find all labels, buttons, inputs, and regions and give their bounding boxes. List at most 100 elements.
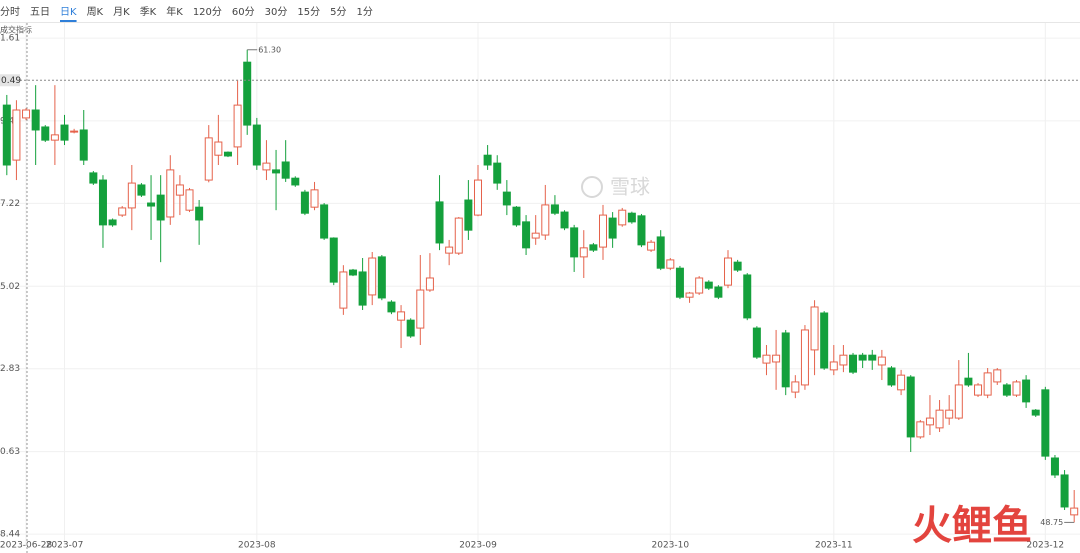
candle-body [647, 241, 656, 251]
toolbar-tab[interactable]: 30分 [265, 6, 288, 18]
candle-body [637, 215, 646, 246]
candle-body [243, 61, 252, 126]
candle-body [1060, 474, 1069, 508]
candle-body [974, 384, 983, 396]
toolbar-tab[interactable]: 月K [113, 6, 130, 18]
toolbar-tab[interactable]: 15分 [297, 6, 320, 18]
candle-body [425, 277, 434, 291]
candle-body [618, 209, 627, 226]
toolbar-tab[interactable]: 120分 [193, 6, 222, 18]
toolbar-tab[interactable]: 分时 [0, 6, 20, 18]
y-tick-label: 2.83 [0, 364, 20, 374]
candle-body [41, 126, 50, 141]
candle-body [925, 417, 934, 426]
candle-body [579, 247, 588, 258]
candle-body [50, 134, 59, 141]
candle-body [897, 374, 906, 391]
y-tick-label: 5.02 [0, 282, 20, 292]
candle-body [627, 212, 636, 223]
candle-body [599, 214, 608, 248]
candle-body [906, 376, 915, 438]
candle-body [695, 277, 704, 294]
toolbar-tab[interactable]: 周K [87, 6, 104, 18]
toolbar-tab[interactable]: 季K [140, 6, 157, 18]
candle-body [839, 354, 848, 366]
candle-body [493, 162, 502, 184]
candle-body [483, 154, 492, 166]
candle-body [416, 289, 425, 329]
candle-body [137, 184, 146, 196]
candle-body [31, 109, 40, 131]
candle-body [252, 124, 261, 166]
candle-body [2, 104, 11, 166]
candle-body [204, 137, 213, 181]
candle-body [214, 141, 223, 156]
toolbar: 分时 五日 日K 周K 月K 季K 年K 120分 60分 30分 15分 5分 1分 [0, 5, 373, 22]
candle-body [454, 217, 463, 254]
candle-body [127, 182, 136, 209]
candle-body [752, 327, 761, 358]
candle-body [858, 354, 867, 361]
toolbar-tab[interactable]: 60分 [232, 6, 255, 18]
indicator-label[interactable]: 成交指标 [0, 25, 32, 35]
candle-body [781, 332, 790, 388]
x-tick-label: 2023-12 [1027, 541, 1065, 551]
toolbar-tab[interactable]: 5分 [330, 6, 346, 18]
candle-body [772, 354, 781, 363]
candle-body [570, 227, 579, 258]
x-tick-label: 2023-07 [46, 541, 84, 551]
candle-body [502, 191, 511, 206]
candle-body [714, 286, 723, 298]
x-tick-label: 2023-08 [238, 541, 276, 551]
candle-body [358, 271, 367, 306]
candle-body [675, 267, 684, 298]
toolbar-tab[interactable]: 五日 [30, 7, 50, 18]
candle-body [108, 219, 117, 226]
candle-body [1041, 389, 1050, 457]
candle-body [464, 199, 473, 231]
candle-body [339, 271, 348, 309]
candle-body [666, 259, 675, 269]
y-tick-label: 7.22 [0, 199, 20, 209]
candle-body [310, 189, 319, 208]
y-tick-label: 0.63 [0, 447, 20, 457]
candle-body [406, 319, 415, 337]
candle-body [22, 109, 31, 119]
candle-body [156, 194, 165, 221]
candle-body [329, 237, 338, 283]
candle-body [98, 179, 107, 226]
candle-body [79, 129, 88, 161]
candle-body [445, 246, 454, 254]
candle-body [560, 211, 569, 229]
reference-label-bg [0, 74, 20, 87]
candle-body [377, 256, 386, 299]
candle-body [368, 257, 377, 296]
candle-body [60, 124, 69, 141]
candle-body [1031, 409, 1040, 416]
candle-body [945, 409, 954, 419]
candle-body [849, 354, 858, 373]
candle-body [223, 151, 232, 157]
watermark-icon [581, 176, 603, 198]
candle-body [589, 244, 598, 251]
candle-body [829, 361, 838, 371]
candle-body [522, 221, 531, 249]
toolbar-tab[interactable]: 日K [60, 7, 77, 18]
candle-body [262, 162, 271, 171]
candle-body [743, 274, 752, 319]
reference-label: 0.49 [1, 76, 21, 86]
toolbar-tab[interactable]: 1分 [356, 6, 372, 18]
plot-area: 1.619.417.225.022.830.638.442023-06-2820… [0, 23, 1080, 553]
candle-body [348, 269, 357, 276]
x-tick-label: 2023-06-28 [0, 541, 52, 551]
toolbar-tab[interactable]: 年K [166, 5, 183, 18]
candle-body [175, 184, 184, 196]
candle-body [800, 329, 809, 386]
logo: 火鲤鱼 [912, 503, 1032, 549]
candle-body [147, 202, 156, 207]
candle-body [473, 179, 482, 216]
candle-body [397, 311, 406, 321]
candle-body [1070, 507, 1079, 516]
candle-body [70, 130, 79, 133]
